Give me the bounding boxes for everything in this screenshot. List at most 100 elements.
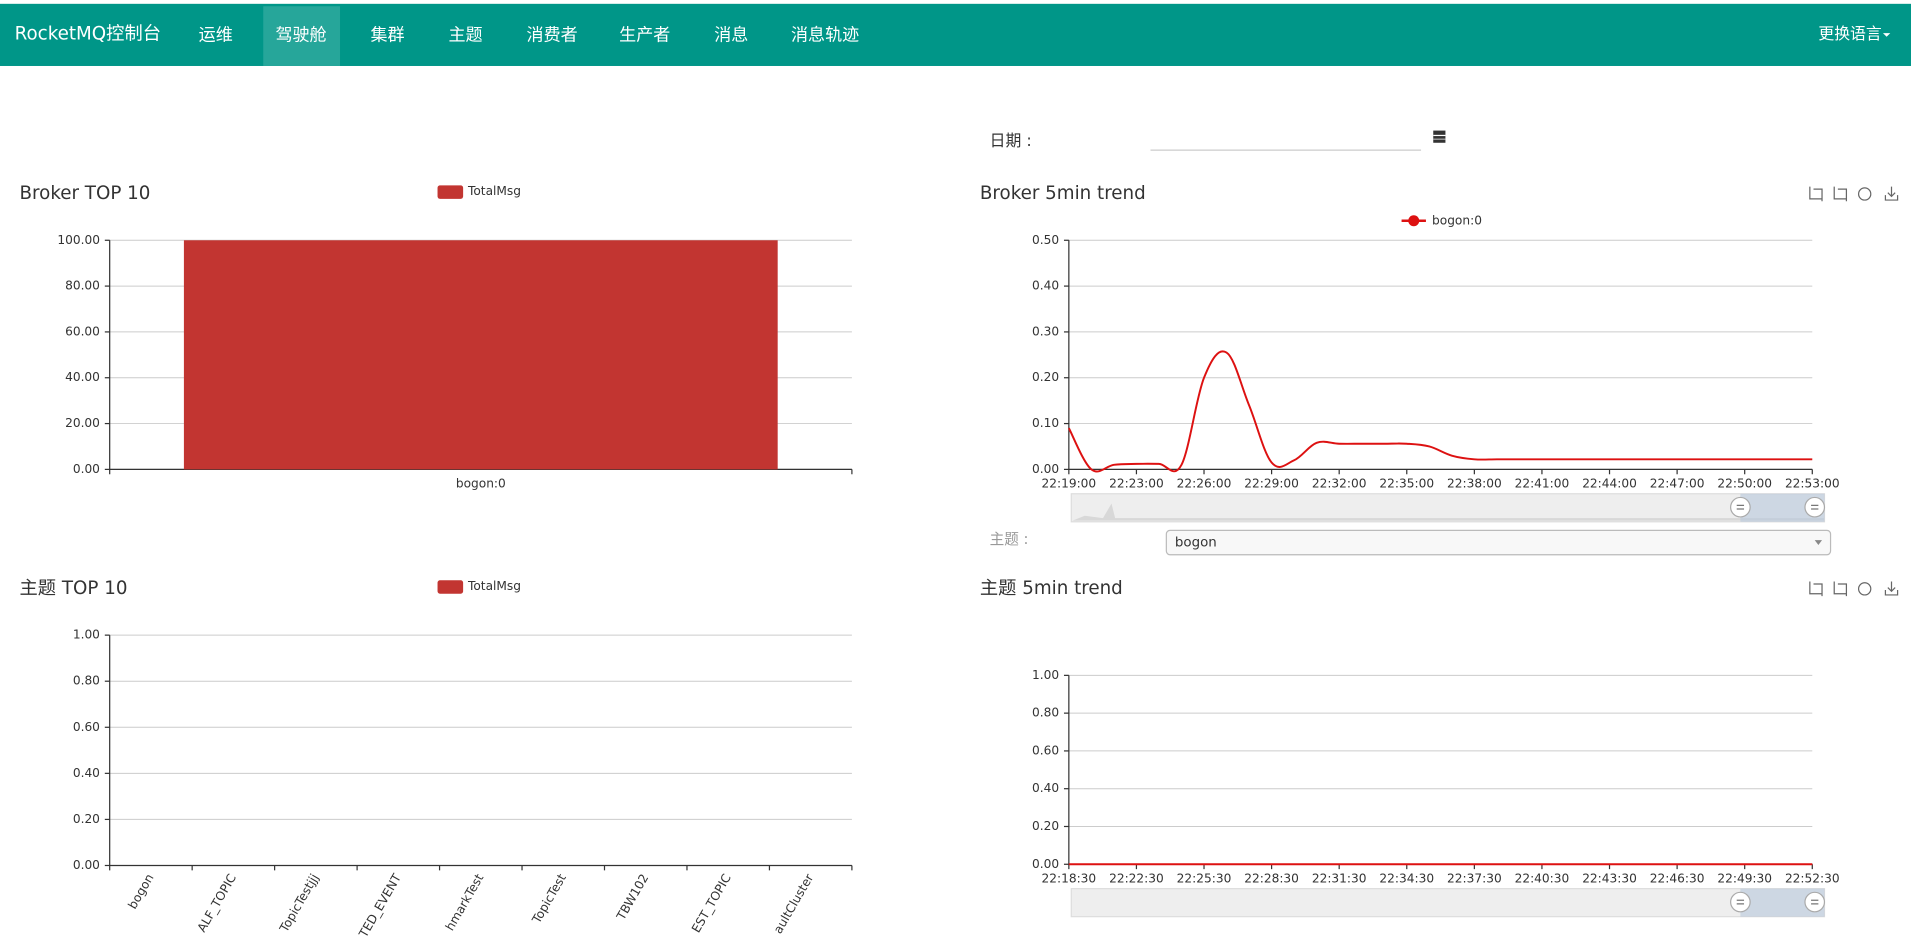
x-tick-label: 22:53:00 — [1785, 477, 1840, 491]
tool-zoom[interactable] — [1809, 186, 1823, 202]
x-tick-label: 22:52:30 — [1785, 871, 1840, 885]
x-tick-label: 22:47:00 — [1650, 477, 1705, 491]
language-menu[interactable]: 更换语言 — [1818, 24, 1881, 43]
nav-item[interactable]: 消息轨迹 — [791, 26, 859, 46]
zoom-handle-grip — [1736, 504, 1745, 510]
nav-item[interactable]: 消息 — [714, 26, 748, 46]
x-tick-label: TBW102 — [613, 871, 651, 923]
nav-item[interactable]: 运维 — [199, 26, 233, 46]
topic-select[interactable] — [1165, 529, 1832, 556]
zoom-handle[interactable] — [1804, 891, 1826, 913]
x-tick-label: 22:49:30 — [1717, 871, 1772, 885]
tool-restore[interactable] — [1857, 187, 1872, 201]
nav-item[interactable]: 生产者 — [619, 26, 670, 46]
x-tick-label: bogon — [125, 871, 156, 911]
y-tick-label: 40.00 — [65, 370, 100, 384]
chart: Broker TOP 10 TotalMsg 0.00 20.00 40.00 60.00… — [20, 183, 853, 491]
select-arrow — [1814, 540, 1823, 545]
zoom-track — [1070, 888, 1826, 918]
x-tick-label: 22:41:00 — [1515, 477, 1570, 491]
toolbox — [1809, 186, 1899, 202]
topic-select-value: bogon — [1175, 536, 1217, 551]
y-tick-label: 0.10 — [1032, 416, 1059, 430]
y-tick-label: 0.40 — [1032, 781, 1059, 795]
legend-label: TotalMsg — [467, 579, 521, 593]
x-tick-label: 22:35:00 — [1379, 477, 1434, 491]
x-tick-label: 22:38:00 — [1447, 477, 1502, 491]
y-tick-label: 0.40 — [73, 766, 100, 780]
x-tick-label: 22:40:30 — [1515, 871, 1570, 885]
zoom-handle[interactable] — [1730, 891, 1751, 913]
legend-label: TotalMsg — [467, 184, 521, 198]
x-tick-label: 22:44:00 — [1582, 477, 1637, 491]
topic-label: 主题 : — [990, 531, 1029, 548]
calendar-icon[interactable] — [1433, 130, 1446, 143]
chart-title: 主题 5min trend — [980, 578, 1123, 599]
chart-title: Broker TOP 10 — [20, 183, 151, 204]
y-tick-label: 100.00 — [57, 233, 100, 247]
x-tick-label: 22:29:00 — [1244, 477, 1299, 491]
x-tick-label: aultCluster — [771, 871, 816, 936]
bar — [183, 240, 778, 470]
y-tick-label: 0.00 — [1032, 857, 1059, 871]
series-line — [1067, 350, 1813, 473]
caret — [1882, 33, 1891, 37]
x-tick-label: 22:46:30 — [1650, 871, 1705, 885]
legend-dot — [1408, 215, 1420, 227]
x-tick-label: 22:19:00 — [1042, 477, 1097, 491]
x-tick-label: 22:22:30 — [1109, 871, 1164, 885]
date-label: 日期 : — [990, 131, 1032, 150]
chart-title: Broker 5min trend — [980, 183, 1146, 204]
zoom-handle-grip — [1811, 504, 1819, 510]
zoom-handle-grip — [1811, 899, 1819, 905]
x-tick-label: TopicTest — [529, 871, 569, 926]
zoom-handle[interactable] — [1730, 496, 1751, 518]
y-tick-label: 0.80 — [73, 674, 100, 688]
x-tick-label: EST_TOPIC — [689, 871, 734, 935]
x-tick-label: 22:34:30 — [1379, 871, 1434, 885]
x-tick-label: 22:43:30 — [1582, 871, 1637, 885]
nav-item[interactable]: 集群 — [371, 26, 405, 46]
x-tick-label: 22:37:30 — [1447, 871, 1502, 885]
tool-zoom[interactable] — [1809, 581, 1823, 597]
nav-item[interactable]: 驾驶舱 — [275, 26, 326, 46]
zoom-handle[interactable] — [1804, 496, 1826, 518]
x-tick-label: 22:25:30 — [1177, 871, 1232, 885]
tool-save[interactable] — [1884, 186, 1899, 201]
brand[interactable]: RocketMQ控制台 — [15, 23, 161, 44]
tool-zoom[interactable] — [1833, 581, 1848, 597]
y-tick-label: 20.00 — [65, 416, 100, 430]
tool-save[interactable] — [1884, 581, 1899, 596]
toolbox — [1809, 581, 1899, 597]
tool-zoom[interactable] — [1833, 186, 1848, 202]
chart-title: 主题 TOP 10 — [20, 578, 128, 599]
data-zoom — [1070, 493, 1826, 523]
y-tick-label: 1.00 — [1032, 668, 1059, 682]
nav-item[interactable]: 消费者 — [527, 26, 578, 46]
x-tick-label: TED_EVENT — [356, 871, 404, 940]
chart: 主题 5min trend 0.00 0.20 0.40 0.60 0.80 1.00 22:… — [980, 578, 1899, 918]
y-tick-label: 0.20 — [1032, 370, 1059, 384]
y-tick-label: 0.00 — [1032, 462, 1059, 476]
x-tick-label: 22:23:00 — [1109, 477, 1164, 491]
chart: Broker 5min trend bogon:0 0.00 0.10 0.20 0.30… — [980, 183, 1899, 523]
y-tick-label: 0.30 — [1032, 324, 1059, 338]
nav-item[interactable]: 主题 — [449, 26, 483, 46]
legend-swatch — [437, 185, 464, 199]
y-tick-label: 0.00 — [73, 462, 100, 476]
x-tick-label: 22:26:00 — [1177, 477, 1232, 491]
x-tick-label: 22:18:30 — [1042, 871, 1097, 885]
y-tick-label: 0.20 — [1032, 819, 1059, 833]
x-tick-label: 22:32:00 — [1312, 477, 1367, 491]
y-tick-label: 60.00 — [65, 324, 100, 338]
chart: 主题 TOP 10 TotalMsg 0.00 0.20 0.40 0.60 0.80 1.0… — [20, 578, 853, 940]
x-tick-label: TopicTestjjj — [276, 871, 321, 935]
nav-active — [263, 6, 341, 66]
x-tick-label: 22:28:30 — [1244, 871, 1299, 885]
y-tick-label: 0.40 — [1032, 279, 1059, 293]
data-zoom — [1070, 888, 1826, 918]
tool-restore[interactable] — [1857, 582, 1872, 596]
x-tick-label: 22:31:30 — [1312, 871, 1367, 885]
